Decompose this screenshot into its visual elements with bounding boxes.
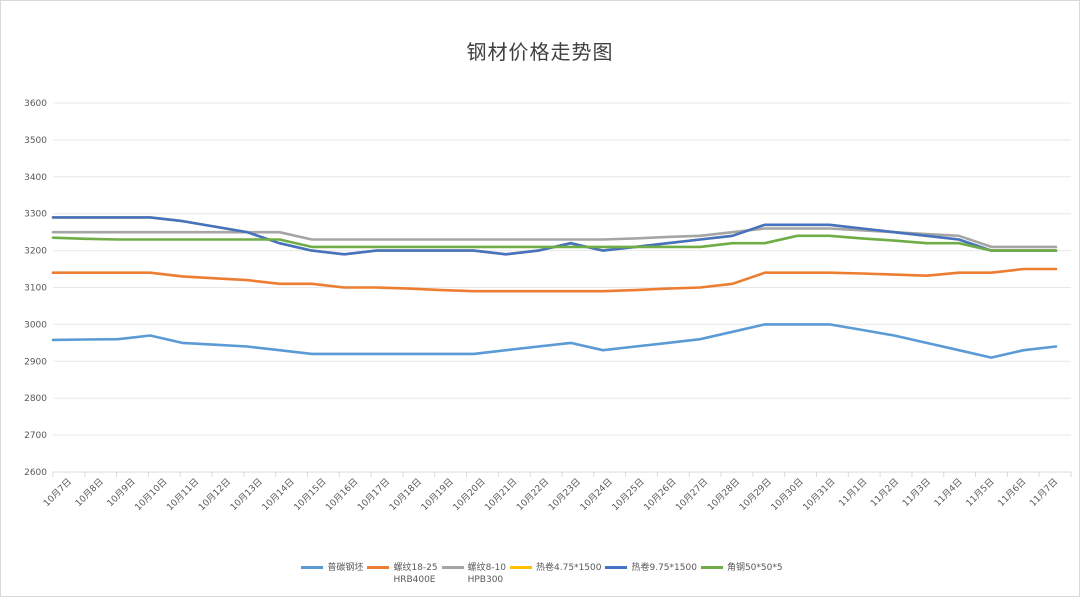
x-tick-label: 10月17日 xyxy=(355,476,392,513)
x-tick-label: 10月24日 xyxy=(578,476,615,513)
x-tick-label: 11月7日 xyxy=(1028,476,1061,509)
legend-item: 普碳钢坯 xyxy=(297,562,363,586)
y-tick-label: 2800 xyxy=(24,394,47,404)
y-tick-label: 3200 xyxy=(24,247,47,257)
x-tick-label: 10月8日 xyxy=(73,476,106,509)
legend-label: 普碳钢坯 xyxy=(327,563,364,573)
y-tick-label: 2900 xyxy=(24,357,47,367)
x-tick-label: 10月21日 xyxy=(483,476,520,513)
x-tick-label: 11月5日 xyxy=(964,476,997,509)
x-tick-label: 10月11日 xyxy=(165,476,202,513)
x-tick-label: 10月27日 xyxy=(674,476,711,513)
series-line xyxy=(51,216,1058,256)
y-tick-label: 3100 xyxy=(24,284,47,294)
x-tick-label: 10月22日 xyxy=(515,476,552,513)
series-line xyxy=(51,323,1058,359)
series-line xyxy=(51,267,1058,293)
x-tick-label: 10月12日 xyxy=(196,476,233,513)
y-tick-label: 3400 xyxy=(24,173,47,183)
series-line xyxy=(51,234,1058,252)
series-line xyxy=(51,227,1058,249)
x-tick-label: 10月28日 xyxy=(705,476,742,513)
x-tick-label: 10月26日 xyxy=(642,476,679,513)
x-tick-label: 11月6日 xyxy=(996,476,1029,509)
x-tick-label: 11月3日 xyxy=(900,476,933,509)
x-tick-label: 11月2日 xyxy=(868,476,901,509)
legend-swatch-icon xyxy=(700,566,723,569)
legend-label: 角钢50*50*5 xyxy=(726,563,783,573)
x-tick-label: 10月14日 xyxy=(260,476,297,513)
x-tick-label: 10月16日 xyxy=(324,476,361,513)
legend-label: 热卷9.75*1500 xyxy=(631,563,697,573)
legend-swatch-icon xyxy=(301,566,324,569)
x-tick-label: 10月31日 xyxy=(801,476,838,513)
y-tick-label: 3300 xyxy=(24,210,47,220)
x-tick-label: 10月19日 xyxy=(419,476,456,513)
x-tick-label: 10月25日 xyxy=(610,476,647,513)
legend-swatch-icon xyxy=(605,566,628,569)
y-tick-label: 3600 xyxy=(24,99,47,109)
legend-swatch-icon xyxy=(367,566,390,569)
x-tick-label: 10月23日 xyxy=(546,476,583,513)
x-tick-label: 10月29日 xyxy=(737,476,774,513)
x-tick-label: 10月7日 xyxy=(41,476,74,509)
y-tick-label: 3000 xyxy=(24,320,47,330)
x-tick-label: 11月1日 xyxy=(837,476,870,509)
y-tick-label: 2600 xyxy=(24,468,47,478)
legend-label: 热卷4.75*1500 xyxy=(536,563,602,573)
legend-label: 螺纹18-25 HRB400E xyxy=(393,563,438,585)
legend-swatch-icon xyxy=(510,566,533,569)
x-tick-label: 11月4日 xyxy=(932,476,965,509)
legend-label: 螺纹8-10 HPB300 xyxy=(467,563,507,585)
legend-swatch-icon xyxy=(441,566,464,569)
y-tick-label: 3500 xyxy=(24,136,47,146)
legend-item: 热卷4.75*1500 xyxy=(506,562,601,586)
chart-legend: 普碳钢坯 螺纹18-25 HRB400E 螺纹8-10 HPB300 热卷4.75*150… xyxy=(0,562,1080,586)
series-line xyxy=(51,216,1058,256)
legend-item: 螺纹18-25 HRB400E xyxy=(363,562,438,586)
y-tick-label: 2700 xyxy=(24,431,47,441)
x-tick-label: 10月30日 xyxy=(769,476,806,513)
x-tick-label: 10月10日 xyxy=(133,476,170,513)
x-tick-label: 10月18日 xyxy=(387,476,424,513)
legend-item: 热卷9.75*1500 xyxy=(601,562,697,586)
chart-title: 钢材价格走势图 xyxy=(466,40,614,64)
x-tick-label: 10月15日 xyxy=(292,476,329,513)
x-tick-label: 10月20日 xyxy=(451,476,488,513)
legend-item: 角钢50*50*5 xyxy=(697,562,783,586)
x-tick-label: 10月9日 xyxy=(105,476,138,509)
legend-item: 螺纹8-10 HPB300 xyxy=(438,562,506,586)
x-tick-label: 10月13日 xyxy=(228,476,265,513)
